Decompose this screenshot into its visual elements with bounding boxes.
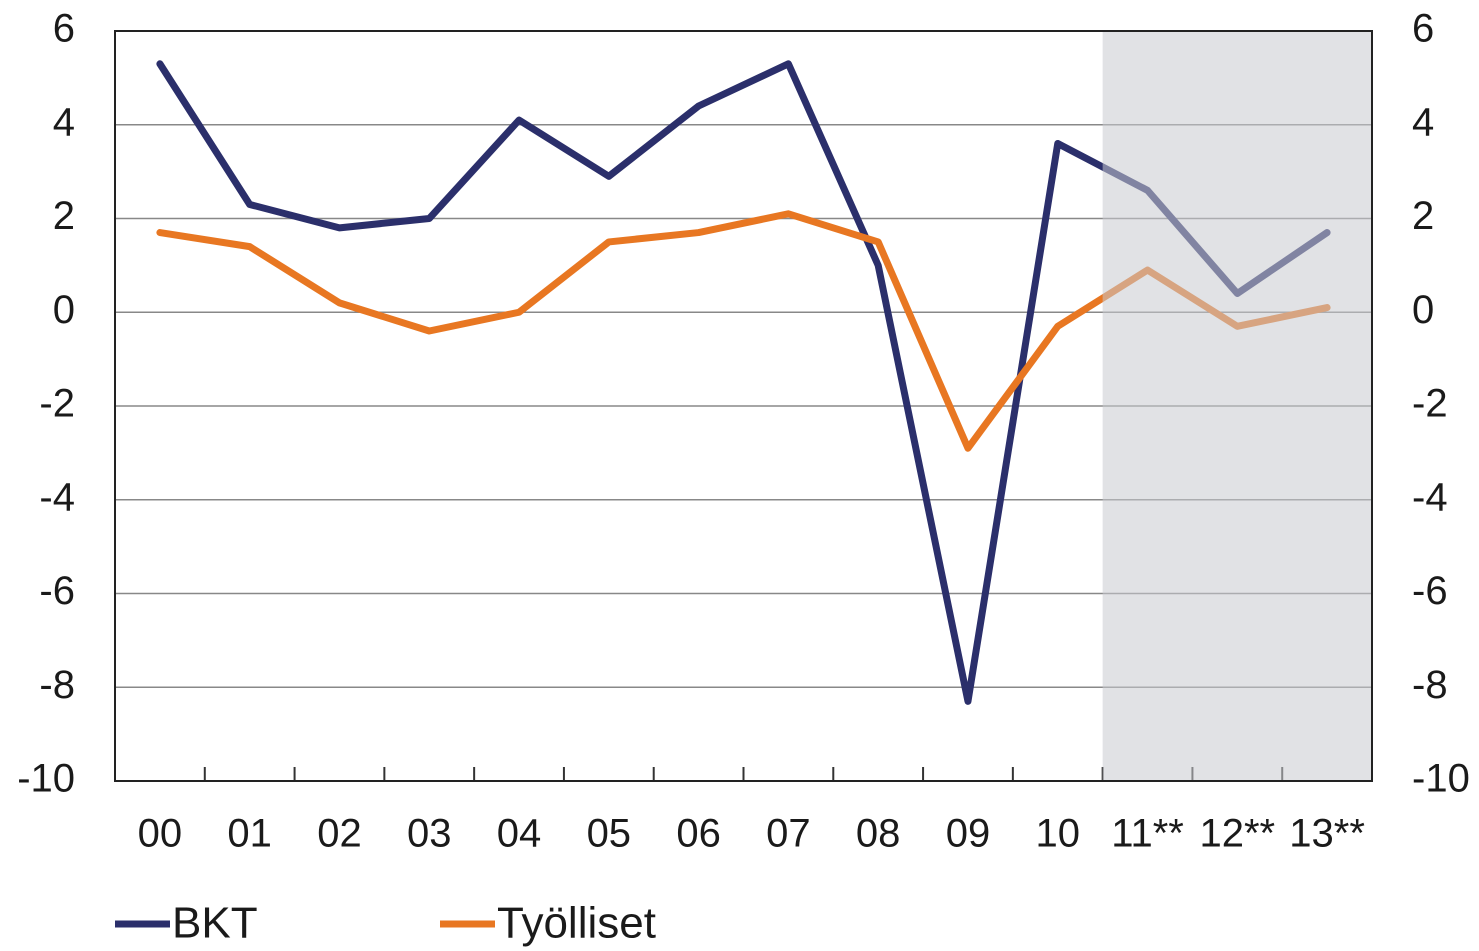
- y2-tick-label: -6: [1412, 569, 1448, 613]
- y-tick-label: 4: [53, 100, 75, 144]
- x-tick-label: 11**: [1111, 812, 1184, 856]
- x-tick-label: 13**: [1289, 812, 1365, 856]
- y2-tick-label: -10: [1412, 757, 1470, 801]
- y2-tick-label: -8: [1412, 663, 1448, 707]
- legend-label: BKT: [172, 899, 258, 948]
- y-tick-label: 6: [53, 7, 75, 51]
- x-tick-label: 01: [227, 812, 272, 856]
- y2-tick-label: -4: [1412, 475, 1448, 519]
- y2-tick-label: -2: [1412, 382, 1448, 426]
- x-tick-label: 04: [497, 812, 542, 856]
- x-tick-label: 12**: [1200, 812, 1276, 856]
- y-tick-label: 2: [53, 194, 75, 238]
- y-tick-label: -8: [39, 663, 75, 707]
- x-tick-label: 02: [317, 812, 362, 856]
- y2-tick-label: 2: [1412, 194, 1434, 238]
- x-tick-label: 08: [856, 812, 901, 856]
- plot-frame: [114, 30, 1373, 782]
- x-tick-label: 06: [676, 812, 721, 856]
- y2-tick-label: 0: [1412, 288, 1434, 332]
- forecast-shade: [1102, 31, 1372, 781]
- y2-tick-label: 4: [1412, 100, 1434, 144]
- y2-tick-label: 6: [1412, 7, 1434, 51]
- x-tick-label: 07: [766, 812, 811, 856]
- y-tick-label: 0: [53, 288, 75, 332]
- x-tick-label: 10: [1036, 812, 1081, 856]
- y-tick-label: -4: [39, 475, 75, 519]
- legend-label: Työlliset: [497, 899, 656, 948]
- x-tick-label: 05: [587, 812, 632, 856]
- x-tick-label: 03: [407, 812, 452, 856]
- y-tick-label: -2: [39, 382, 75, 426]
- y-tick-label: -10: [17, 757, 75, 801]
- y-tick-label: -6: [39, 569, 75, 613]
- x-tick-label: 00: [138, 812, 183, 856]
- x-tick-label: 09: [946, 812, 991, 856]
